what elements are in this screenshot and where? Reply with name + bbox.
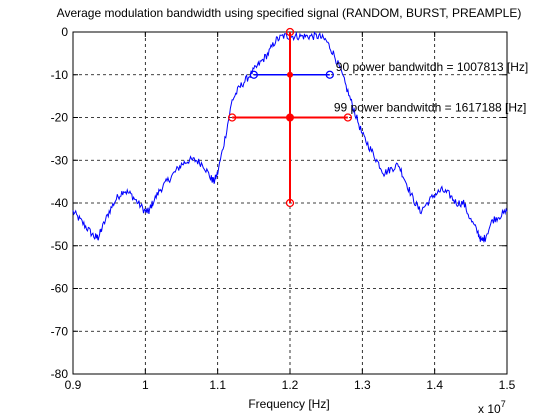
center-bw90-marker (287, 71, 293, 78)
x-tick-label: 1.3 (354, 378, 371, 392)
x-tick-label: 1 (142, 378, 149, 392)
x-tick-label: 1.4 (426, 378, 443, 392)
y-tick-label: 0 (61, 25, 68, 39)
x-tick-label: 1.1 (209, 378, 226, 392)
spectrum-line (72, 30, 508, 243)
y-tick-label: -30 (51, 153, 69, 167)
bw90-start-marker (249, 70, 258, 79)
bw90-end-marker (325, 70, 334, 79)
y-tick-label: -80 (51, 367, 69, 381)
chart-title: Average modulation bandwidth using speci… (57, 6, 522, 20)
y-tick-label: -50 (51, 239, 69, 253)
x-exponent-base: x 10 (478, 402, 501, 416)
x-exponent-label: x 107 (478, 399, 506, 416)
bw99-start-marker (227, 113, 237, 122)
y-tick-label: -40 (51, 196, 69, 210)
bw99-label: 99 power bandwitdh = 1617188 [Hz] (334, 101, 526, 115)
bw99-end-marker (343, 113, 353, 122)
y-tick-label: -70 (51, 324, 69, 338)
y-tick-label: -60 (51, 282, 69, 296)
center-top-marker (285, 27, 295, 37)
center-mid-marker (286, 113, 294, 122)
x-exponent-power: 7 (501, 399, 506, 409)
x-tick-label: 1.5 (499, 378, 516, 392)
y-tick-label: -10 (51, 68, 69, 82)
axis-ticks: 0.9 1 1.1 1.2 1.3 1.4 1.5 0 -10 -20 -30 -40 -50 -60 -7… (51, 25, 516, 392)
series-layer (72, 30, 508, 243)
x-tick-label: 1.2 (282, 378, 299, 392)
bw90-label: 90 power bandwitdh = 1007813 [Hz] (336, 60, 528, 74)
annotation-layer: 90 power bandwitdh = 1007813 [Hz] 99 powe… (227, 27, 528, 208)
y-tick-label: -20 (51, 111, 69, 125)
x-axis-label: Frequency [Hz] (248, 397, 329, 411)
center-bottom-marker (285, 198, 295, 208)
x-tick-label: 0.9 (65, 378, 82, 392)
